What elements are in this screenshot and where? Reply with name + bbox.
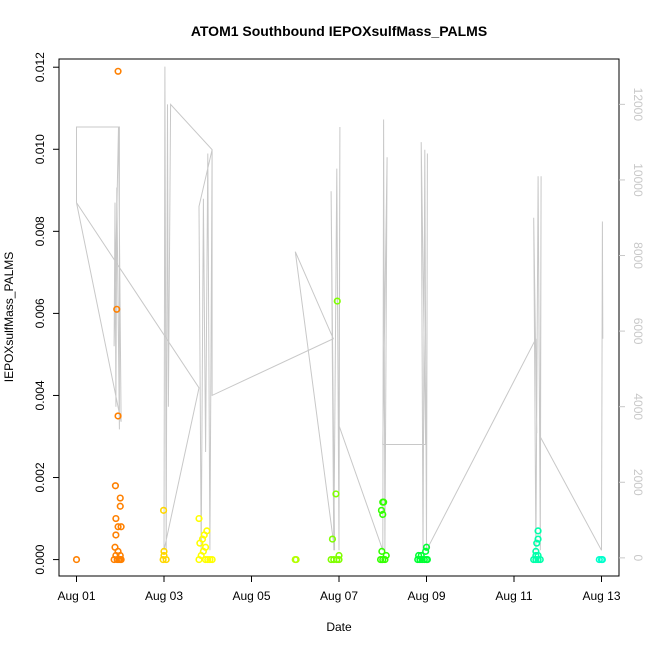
data-point <box>378 547 386 555</box>
y-tick-label: 0.012 <box>33 52 47 82</box>
secondary-track-line <box>76 66 604 551</box>
data-point <box>117 555 125 564</box>
data-point <box>598 555 606 564</box>
data-point <box>159 506 168 514</box>
data-point <box>532 547 540 555</box>
data-point <box>111 543 119 551</box>
data-points <box>72 67 606 564</box>
x-tick-label: Aug 01 <box>57 589 95 603</box>
y2-tick-label: 0 <box>631 555 645 562</box>
x-tick-label: Aug 03 <box>145 589 183 603</box>
data-point <box>114 67 122 75</box>
data-point <box>379 510 387 519</box>
data-point <box>112 531 120 539</box>
data-point <box>534 535 542 543</box>
data-point <box>114 412 122 420</box>
data-point <box>380 498 388 506</box>
data-point <box>422 547 430 555</box>
x-tick-label: Aug 05 <box>232 589 270 603</box>
data-point <box>377 506 386 514</box>
data-point <box>159 555 167 564</box>
secondary-track <box>76 66 604 551</box>
data-point <box>335 555 343 564</box>
y-axis-label: IEPOXsulfMass_PALMS <box>2 252 16 383</box>
y-tick-label: 0.004 <box>33 380 47 410</box>
data-point <box>382 551 390 560</box>
y2-tick-label: 12000 <box>631 88 645 122</box>
y2-tick-label: 10000 <box>631 163 645 197</box>
data-point <box>201 555 210 564</box>
data-point <box>333 297 341 305</box>
x-axis: Aug 01 Aug 03 Aug 05 Aug 07 Aug 09 Aug 11 Aug … <box>57 576 621 603</box>
data-point <box>208 555 216 564</box>
data-point <box>111 482 120 490</box>
data-point <box>116 551 124 560</box>
y2-tick-label: 6000 <box>631 318 645 345</box>
x-tick-label: Aug 09 <box>407 589 445 603</box>
x-tick-label: Aug 13 <box>582 589 620 603</box>
data-point <box>114 523 122 531</box>
y-tick-label: 0.006 <box>33 298 47 328</box>
secondary-y-axis: 0 2000 4000 6000 8000 10000 12000 <box>619 88 645 562</box>
data-point <box>112 514 120 523</box>
x-axis-label: Date <box>326 620 352 634</box>
data-point <box>113 305 121 313</box>
y2-tick-label: 8000 <box>631 242 645 269</box>
y-tick-label: 0.000 <box>33 544 47 574</box>
data-point <box>195 514 203 523</box>
data-point <box>160 547 168 555</box>
data-point <box>335 551 343 560</box>
data-point <box>381 555 389 564</box>
y-tick-label: 0.002 <box>33 462 47 492</box>
data-point <box>533 539 541 547</box>
data-point <box>417 551 425 560</box>
data-point <box>117 523 125 531</box>
data-point <box>203 527 211 535</box>
data-point <box>72 555 81 564</box>
data-point <box>116 502 124 510</box>
data-point <box>162 555 170 564</box>
data-point <box>422 543 431 551</box>
data-point <box>423 555 431 564</box>
y-axis: 0.000 0.002 0.004 0.006 0.008 0.010 0.012 <box>33 52 59 575</box>
data-point <box>116 494 124 502</box>
x-tick-label: Aug 07 <box>320 589 358 603</box>
data-point <box>201 543 210 551</box>
chart-title: ATOM1 Southbound IEPOXsulfMass_PALMS <box>191 23 487 39</box>
y2-tick-label: 2000 <box>631 469 645 496</box>
y-tick-label: 0.008 <box>33 216 47 246</box>
y-tick-label: 0.010 <box>33 134 47 164</box>
data-point <box>332 490 340 498</box>
data-point <box>534 527 542 535</box>
y2-tick-label: 4000 <box>631 393 645 420</box>
data-point <box>415 551 423 560</box>
data-point <box>328 535 337 543</box>
x-tick-label: Aug 11 <box>495 589 532 603</box>
data-point <box>292 555 300 564</box>
